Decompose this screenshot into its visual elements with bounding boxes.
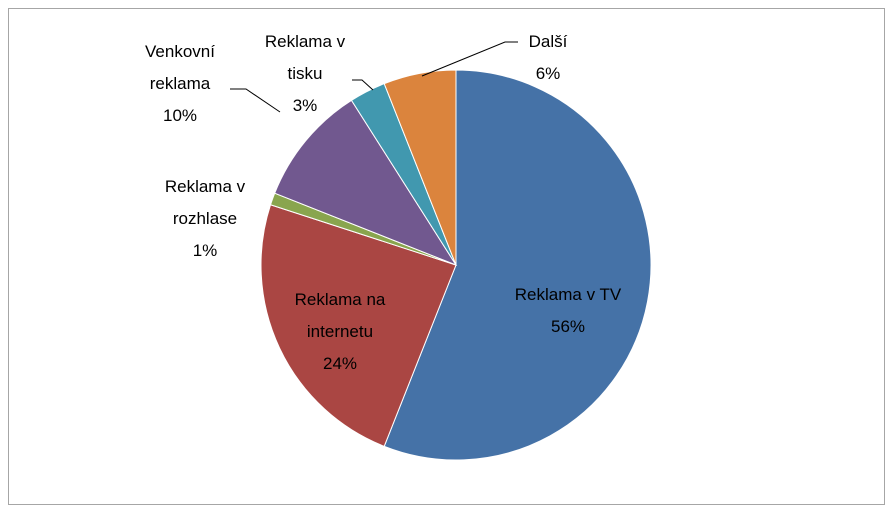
leader-line <box>230 88 281 113</box>
data-label: Venkovní reklama 10% <box>130 36 230 132</box>
data-label: Další 6% <box>508 26 588 90</box>
pie-slice <box>260 204 457 447</box>
data-label: Reklama v TV 56% <box>468 279 668 343</box>
slices <box>260 69 652 461</box>
value-label: 24% <box>322 354 358 373</box>
pie-slice <box>383 69 457 266</box>
data-label: Reklama na internetu 24% <box>280 284 400 380</box>
category-label: Reklama v rozhlase <box>164 177 246 228</box>
value-label: 6% <box>535 64 561 83</box>
value-label: 10% <box>162 106 198 125</box>
category-label: Reklama v tisku <box>264 32 346 83</box>
leader-line <box>421 41 518 77</box>
value-label: 56% <box>550 317 586 336</box>
pie-slice <box>383 69 652 461</box>
category-label: Další <box>528 32 568 51</box>
value-label: 3% <box>292 96 318 115</box>
data-label: Reklama v rozhlase 1% <box>150 171 260 267</box>
category-label: Reklama na internetu <box>294 290 386 341</box>
pie-slice <box>274 99 458 267</box>
leader-line <box>352 79 374 91</box>
value-label: 1% <box>192 241 218 260</box>
data-label: Reklama v tisku 3% <box>255 26 355 122</box>
category-label: Venkovní reklama <box>145 42 215 93</box>
category-label: Reklama v TV <box>514 285 622 304</box>
